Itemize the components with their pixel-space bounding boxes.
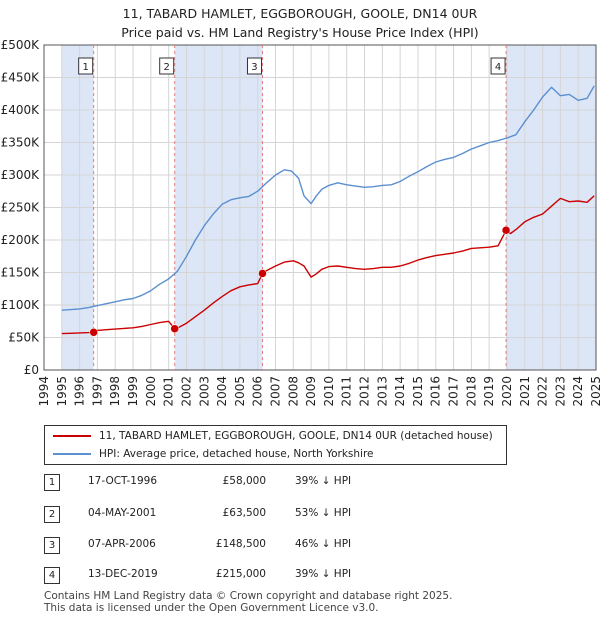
- x-tick-label: 1996: [73, 376, 87, 407]
- sale-point: [258, 269, 267, 278]
- x-tick-label: 2025: [589, 376, 600, 407]
- transaction-badge: 1: [44, 474, 60, 491]
- transaction-price: £215,000: [215, 568, 266, 580]
- transaction-hpi-diff: 39% ↓ HPI: [295, 568, 352, 580]
- x-tick-label: 2000: [144, 376, 158, 407]
- hpi-line: [61, 85, 595, 311]
- x-tick-label: 2009: [304, 376, 318, 407]
- x-tick-label: 2023: [553, 376, 567, 407]
- x-tick-label: 2014: [393, 376, 407, 407]
- sale-point: [89, 328, 98, 337]
- x-tick-label: 2018: [464, 376, 478, 407]
- transaction-price: £58,000: [222, 475, 266, 487]
- transaction-marker-box: [246, 57, 262, 75]
- x-tick-label: 1998: [108, 376, 122, 407]
- price-chart: £0 £50K £100K £150K £200K £250K £300K £350K £400…: [1, 38, 600, 407]
- table-row: 1 17-OCT-1996 £58,000 39% ↓ HPI: [44, 474, 464, 492]
- x-tick-label: 2019: [482, 376, 496, 407]
- legend-item-hpi: HPI: Average price, detached house, Nort…: [53, 446, 374, 462]
- x-tick-label: 2024: [571, 376, 585, 407]
- y-tick-label: £200K: [1, 233, 41, 247]
- sale-point: [170, 324, 179, 333]
- x-tick-label: 2007: [268, 376, 282, 407]
- y-tick-label: £100K: [1, 298, 41, 312]
- chart-title: 11, TABARD HAMLET, EGGBOROUGH, GOOLE, DN…: [122, 6, 478, 21]
- transaction-hpi-diff: 46% ↓ HPI: [295, 538, 352, 550]
- transaction-badge: 3: [44, 537, 60, 554]
- transaction-marker-label: 3: [251, 62, 257, 73]
- x-tick-label: 2017: [447, 376, 461, 407]
- y-tick-label: £250K: [1, 201, 41, 215]
- transaction-price: £148,500: [215, 538, 266, 550]
- x-tick-label: 2015: [411, 376, 425, 407]
- x-tick-label: 2003: [197, 376, 211, 407]
- transaction-hpi-diff: 53% ↓ HPI: [295, 507, 352, 519]
- x-tick-label: 2013: [375, 376, 389, 407]
- transaction-price: £63,500: [222, 507, 266, 519]
- footer-license: This data is licensed under the Open Gov…: [44, 602, 379, 614]
- chart-subtitle: Price paid vs. HM Land Registry's House …: [121, 25, 479, 40]
- table-row: 2 04-MAY-2001 £63,500 53% ↓ HPI: [44, 506, 464, 524]
- legend-label-property: 11, TABARD HAMLET, EGGBOROUGH, GOOLE, DN…: [99, 430, 493, 442]
- x-tick-label: 2001: [162, 376, 176, 407]
- x-tick-label: 2012: [358, 376, 372, 407]
- x-tick-label: 2021: [518, 376, 532, 407]
- x-tick-label: 2022: [536, 376, 550, 407]
- x-tick-label: 2005: [233, 376, 247, 407]
- x-tick-label: 1997: [90, 376, 104, 407]
- y-tick-label: £150K: [1, 266, 41, 280]
- y-tick-label: £500K: [1, 38, 41, 52]
- y-tick-label: £50K: [8, 331, 40, 345]
- x-tick-label: 2002: [179, 376, 193, 407]
- transaction-badge: 2: [44, 506, 60, 523]
- y-tick-label: £300K: [1, 168, 41, 182]
- y-tick-label: £350K: [1, 136, 41, 150]
- transaction-hpi-diff: 39% ↓ HPI: [295, 475, 352, 487]
- x-tick-label: 1995: [55, 376, 69, 407]
- legend-swatch-hpi: [53, 453, 91, 455]
- table-row: 4 13-DEC-2019 £215,000 39% ↓ HPI: [44, 567, 464, 585]
- x-tick-label: 2006: [251, 376, 265, 407]
- x-tick-label: 2020: [500, 376, 514, 407]
- transaction-date: 07-APR-2006: [88, 538, 156, 550]
- y-tick-label: £0: [24, 363, 39, 377]
- transaction-date: 13-DEC-2019: [88, 568, 158, 580]
- x-tick-label: 2010: [322, 376, 336, 407]
- transaction-date: 17-OCT-1996: [88, 475, 157, 487]
- footer-copyright: Contains HM Land Registry data © Crown c…: [44, 590, 453, 602]
- plot-frame: [43, 44, 597, 371]
- legend-item-property: 11, TABARD HAMLET, EGGBOROUGH, GOOLE, DN…: [53, 428, 493, 444]
- legend-swatch-property: [53, 435, 91, 437]
- transaction-badge: 4: [44, 567, 60, 584]
- x-tick-label: 2016: [429, 376, 443, 407]
- y-tick-label: £450K: [1, 71, 41, 85]
- table-row: 3 07-APR-2006 £148,500 46% ↓ HPI: [44, 537, 464, 555]
- legend: 11, TABARD HAMLET, EGGBOROUGH, GOOLE, DN…: [44, 425, 507, 465]
- x-tick-label: 1999: [126, 376, 140, 407]
- x-tick-label: 2004: [215, 376, 229, 407]
- sale-point: [501, 226, 511, 235]
- transaction-marker-box: [490, 57, 506, 75]
- y-tick-label: £400K: [1, 103, 41, 117]
- transaction-marker-label: 1: [82, 62, 88, 73]
- transaction-marker-label: 2: [164, 62, 170, 73]
- transaction-marker-box: [78, 57, 94, 75]
- transaction-date: 04-MAY-2001: [88, 507, 157, 519]
- x-tick-label: 2008: [286, 376, 300, 407]
- x-tick-label: 2011: [340, 376, 354, 407]
- x-tick-label: 1994: [37, 376, 51, 407]
- transaction-marker-label: 4: [495, 62, 501, 73]
- transaction-marker-box: [159, 57, 175, 75]
- legend-label-hpi: HPI: Average price, detached house, Nort…: [99, 448, 374, 460]
